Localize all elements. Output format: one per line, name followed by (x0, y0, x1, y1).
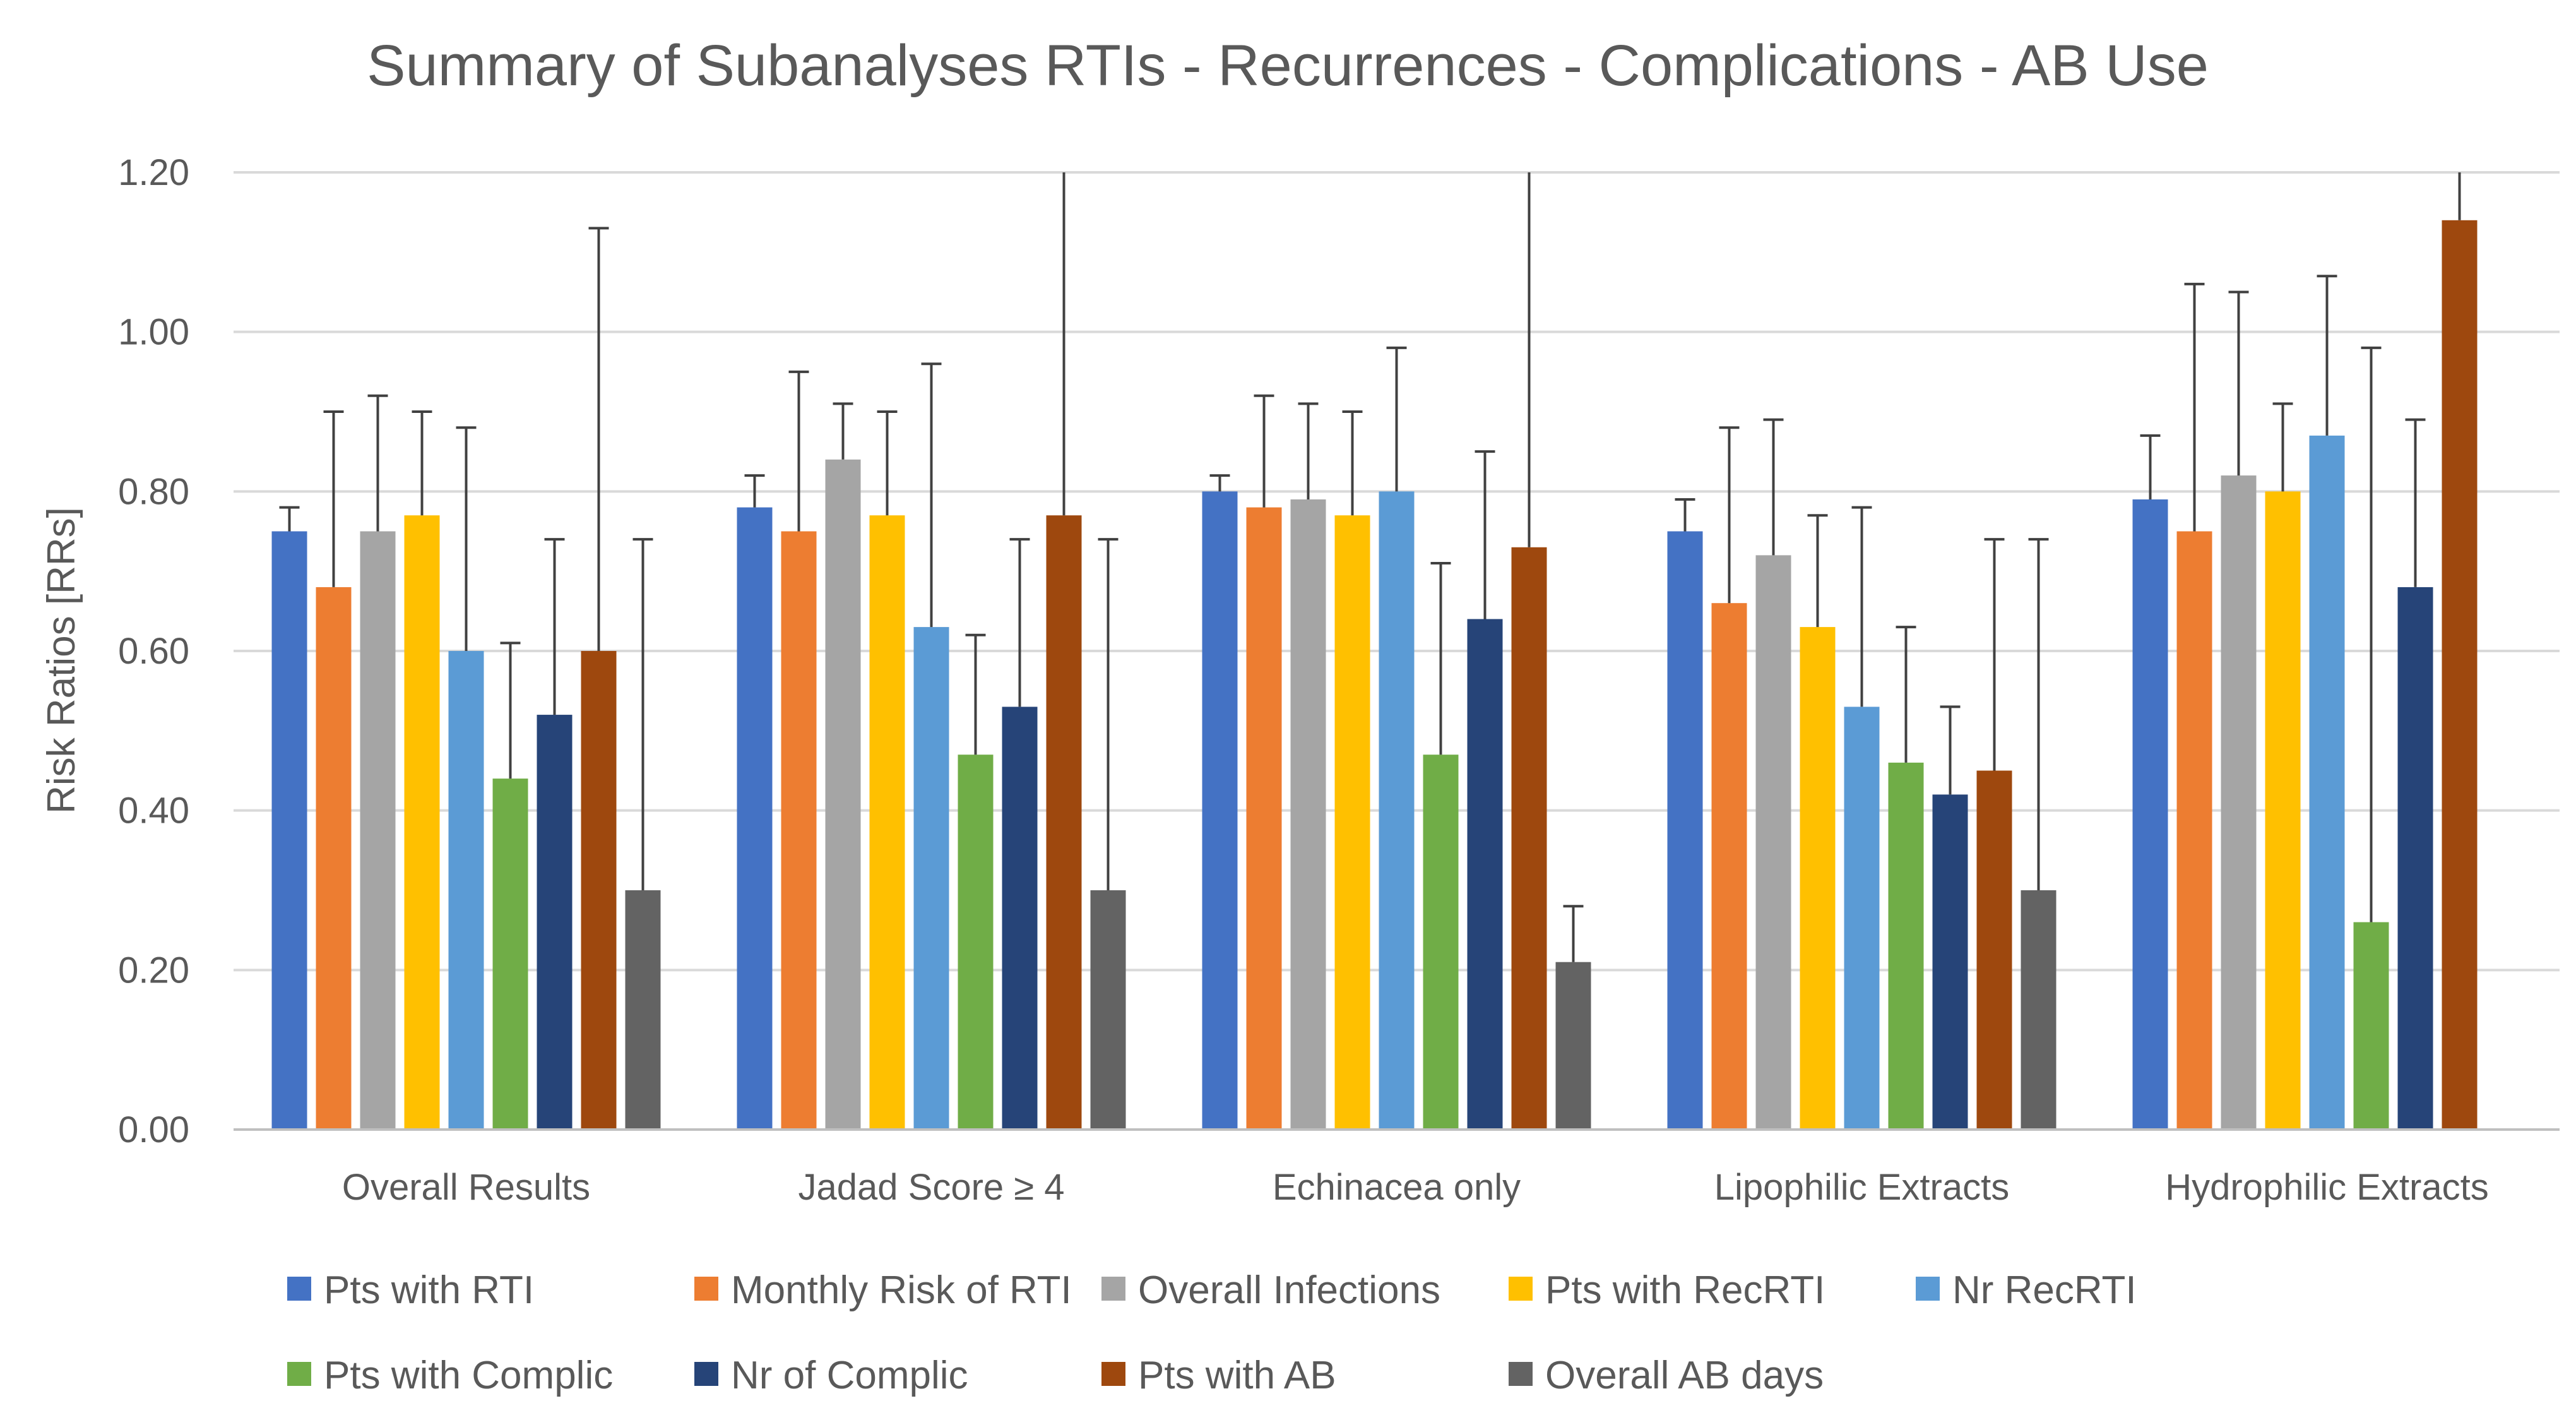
bar (1046, 515, 1082, 1130)
bar (2442, 220, 2478, 1130)
x-category-label: Jadad Score ≥ 4 (798, 1167, 1065, 1208)
bar (958, 755, 994, 1130)
bar (271, 531, 307, 1130)
bar (1467, 619, 1503, 1130)
bar (1755, 555, 1791, 1130)
y-axis-title: Risk Ratios [RRs] (40, 507, 83, 814)
bar (2132, 499, 2168, 1130)
bar (2176, 531, 2212, 1130)
legend-label: Pts with AB (1138, 1354, 1336, 1397)
bar (448, 651, 484, 1130)
legend-label: Overall Infections (1138, 1268, 1440, 1312)
legend-swatch (1509, 1362, 1533, 1386)
bar (404, 515, 440, 1130)
y-tick-label: 0.40 (118, 791, 189, 832)
bar (1090, 890, 1126, 1130)
bar (1844, 707, 1880, 1130)
y-tick-label: 1.00 (118, 312, 189, 353)
x-category-label: Hydrophilic Extracts (2165, 1167, 2488, 1208)
bar (1800, 627, 1836, 1130)
bar (1379, 491, 1415, 1130)
bar (869, 515, 905, 1130)
x-axis-categories: Overall Results Jadad Score ≥ 4 Echinacea … (342, 1167, 2489, 1208)
bar (2021, 890, 2057, 1130)
legend-swatch (1101, 1362, 1125, 1386)
bar (1246, 507, 1282, 1130)
x-category-label: Lipophilic Extracts (1714, 1167, 2009, 1208)
y-tick-label: 0.20 (118, 950, 189, 991)
legend-label: Pts with RTI (324, 1268, 534, 1312)
legend-label: Pts with Complic (324, 1354, 613, 1397)
bar (1511, 547, 1547, 1130)
bar (316, 587, 352, 1130)
legend-swatch (287, 1362, 311, 1386)
bar (492, 779, 528, 1130)
bar (1932, 794, 1968, 1130)
legend-swatch (1916, 1277, 1940, 1301)
bar (781, 531, 817, 1130)
legend-swatch (1509, 1277, 1533, 1301)
bar (1976, 770, 2012, 1130)
bar (2353, 922, 2389, 1130)
bar (1711, 603, 1747, 1130)
bar (625, 890, 661, 1130)
bar (913, 627, 949, 1130)
bar (1002, 707, 1038, 1130)
bar (1555, 962, 1591, 1130)
bar (360, 531, 396, 1130)
bar (1202, 491, 1238, 1130)
bar (581, 651, 617, 1130)
bar (2265, 491, 2301, 1130)
bar (1423, 755, 1459, 1130)
bar (825, 459, 861, 1130)
bar (1667, 531, 1703, 1130)
bar (2221, 475, 2257, 1130)
x-category-label: Echinacea only (1273, 1167, 1521, 1208)
bar (1888, 762, 1924, 1130)
legend-label: Nr RecRTI (1952, 1268, 2137, 1312)
legend-label: Monthly Risk of RTI (731, 1268, 1072, 1312)
legend-swatch (694, 1277, 718, 1301)
bar (737, 507, 773, 1130)
legend: Pts with RTI Monthly Risk of RTI Overall I… (287, 1268, 2137, 1397)
legend-swatch (694, 1362, 718, 1386)
y-tick-label: 0.60 (118, 631, 189, 672)
bars (271, 220, 2478, 1130)
bar (2397, 587, 2433, 1130)
y-tick-label: 0.00 (118, 1109, 189, 1150)
error-bars (279, 172, 2461, 962)
legend-label: Overall AB days (1545, 1354, 1824, 1397)
bar (1334, 515, 1370, 1130)
x-category-label: Overall Results (342, 1167, 590, 1208)
legend-label: Nr of Complic (731, 1354, 968, 1397)
bar (537, 715, 573, 1130)
legend-swatch (287, 1277, 311, 1301)
y-tick-label: 1.20 (118, 152, 189, 193)
bar (2309, 435, 2345, 1130)
legend-swatch (1101, 1277, 1125, 1301)
bar (1290, 499, 1326, 1130)
legend-label: Pts with RecRTI (1545, 1268, 1825, 1312)
y-tick-label: 0.80 (118, 471, 189, 512)
y-axis-ticks: 0.00 0.20 0.40 0.60 0.80 1.00 1.20 (118, 152, 189, 1150)
chart-title: Summary of Subanalyses RTIs - Recurrence… (367, 33, 2209, 98)
